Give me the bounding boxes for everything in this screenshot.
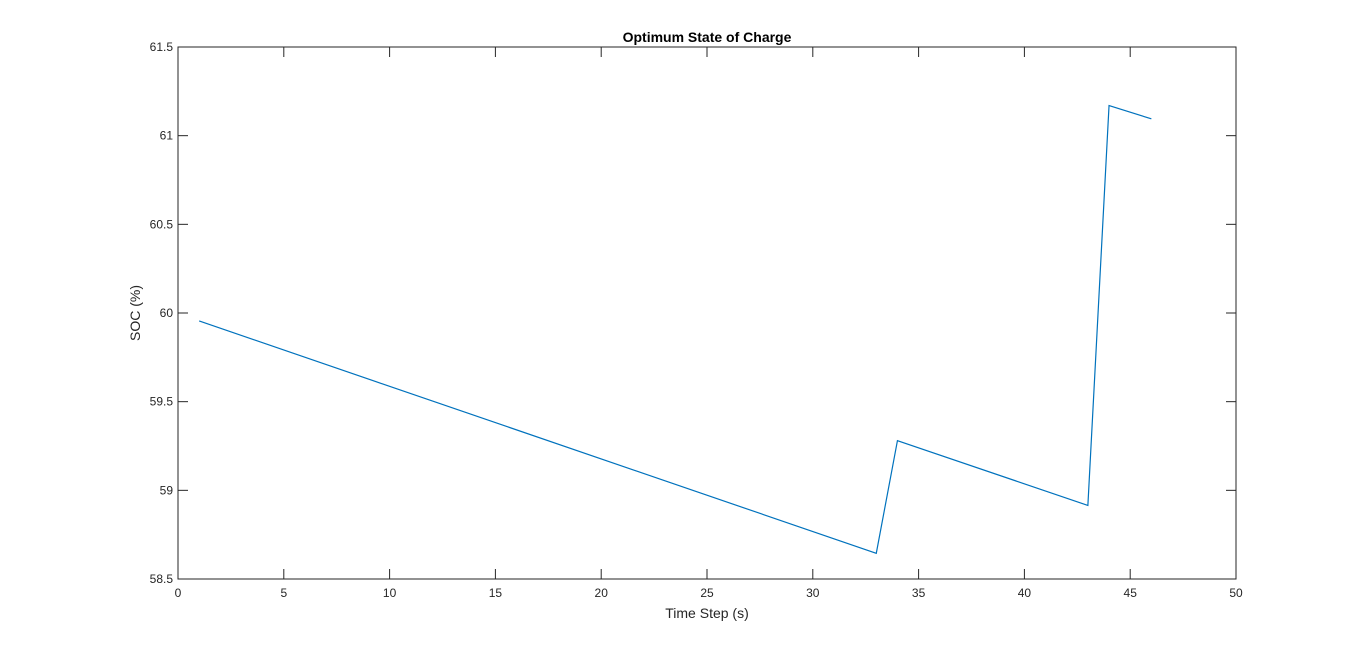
x-tick-label: 15 [489,586,503,600]
x-tick-label: 40 [1018,586,1032,600]
y-axis-label: SOC (%) [127,285,143,341]
x-tick-label: 20 [595,586,609,600]
x-tick-label: 45 [1124,586,1138,600]
x-tick-label: 50 [1229,586,1243,600]
x-tick-label: 25 [700,586,714,600]
x-tick-label: 5 [280,586,287,600]
x-tick-label: 30 [806,586,820,600]
x-tick-label: 35 [912,586,926,600]
y-tick-label: 60 [160,306,174,320]
plot-area [178,47,1236,579]
series-line-0 [198,104,1152,555]
y-tick-label: 60.5 [150,217,174,231]
y-tick-label: 59.5 [150,395,174,409]
x-tick-label: 10 [383,586,397,600]
y-tick-label: 58.5 [150,572,174,586]
x-axis-label: Time Step (s) [665,605,749,621]
y-tick-label: 61.5 [150,40,174,54]
y-tick-label: 59 [160,483,174,497]
chart-title: Optimum State of Charge [623,29,792,45]
series-layer [198,104,1152,555]
x-tick-label: 0 [175,586,182,600]
y-tick-label: 61 [160,129,174,143]
tick-layer: 0 5 10 15 20 25 30 35 40 45 50 58.5 59 59.5 60 60.5 61 61… [150,40,1243,600]
